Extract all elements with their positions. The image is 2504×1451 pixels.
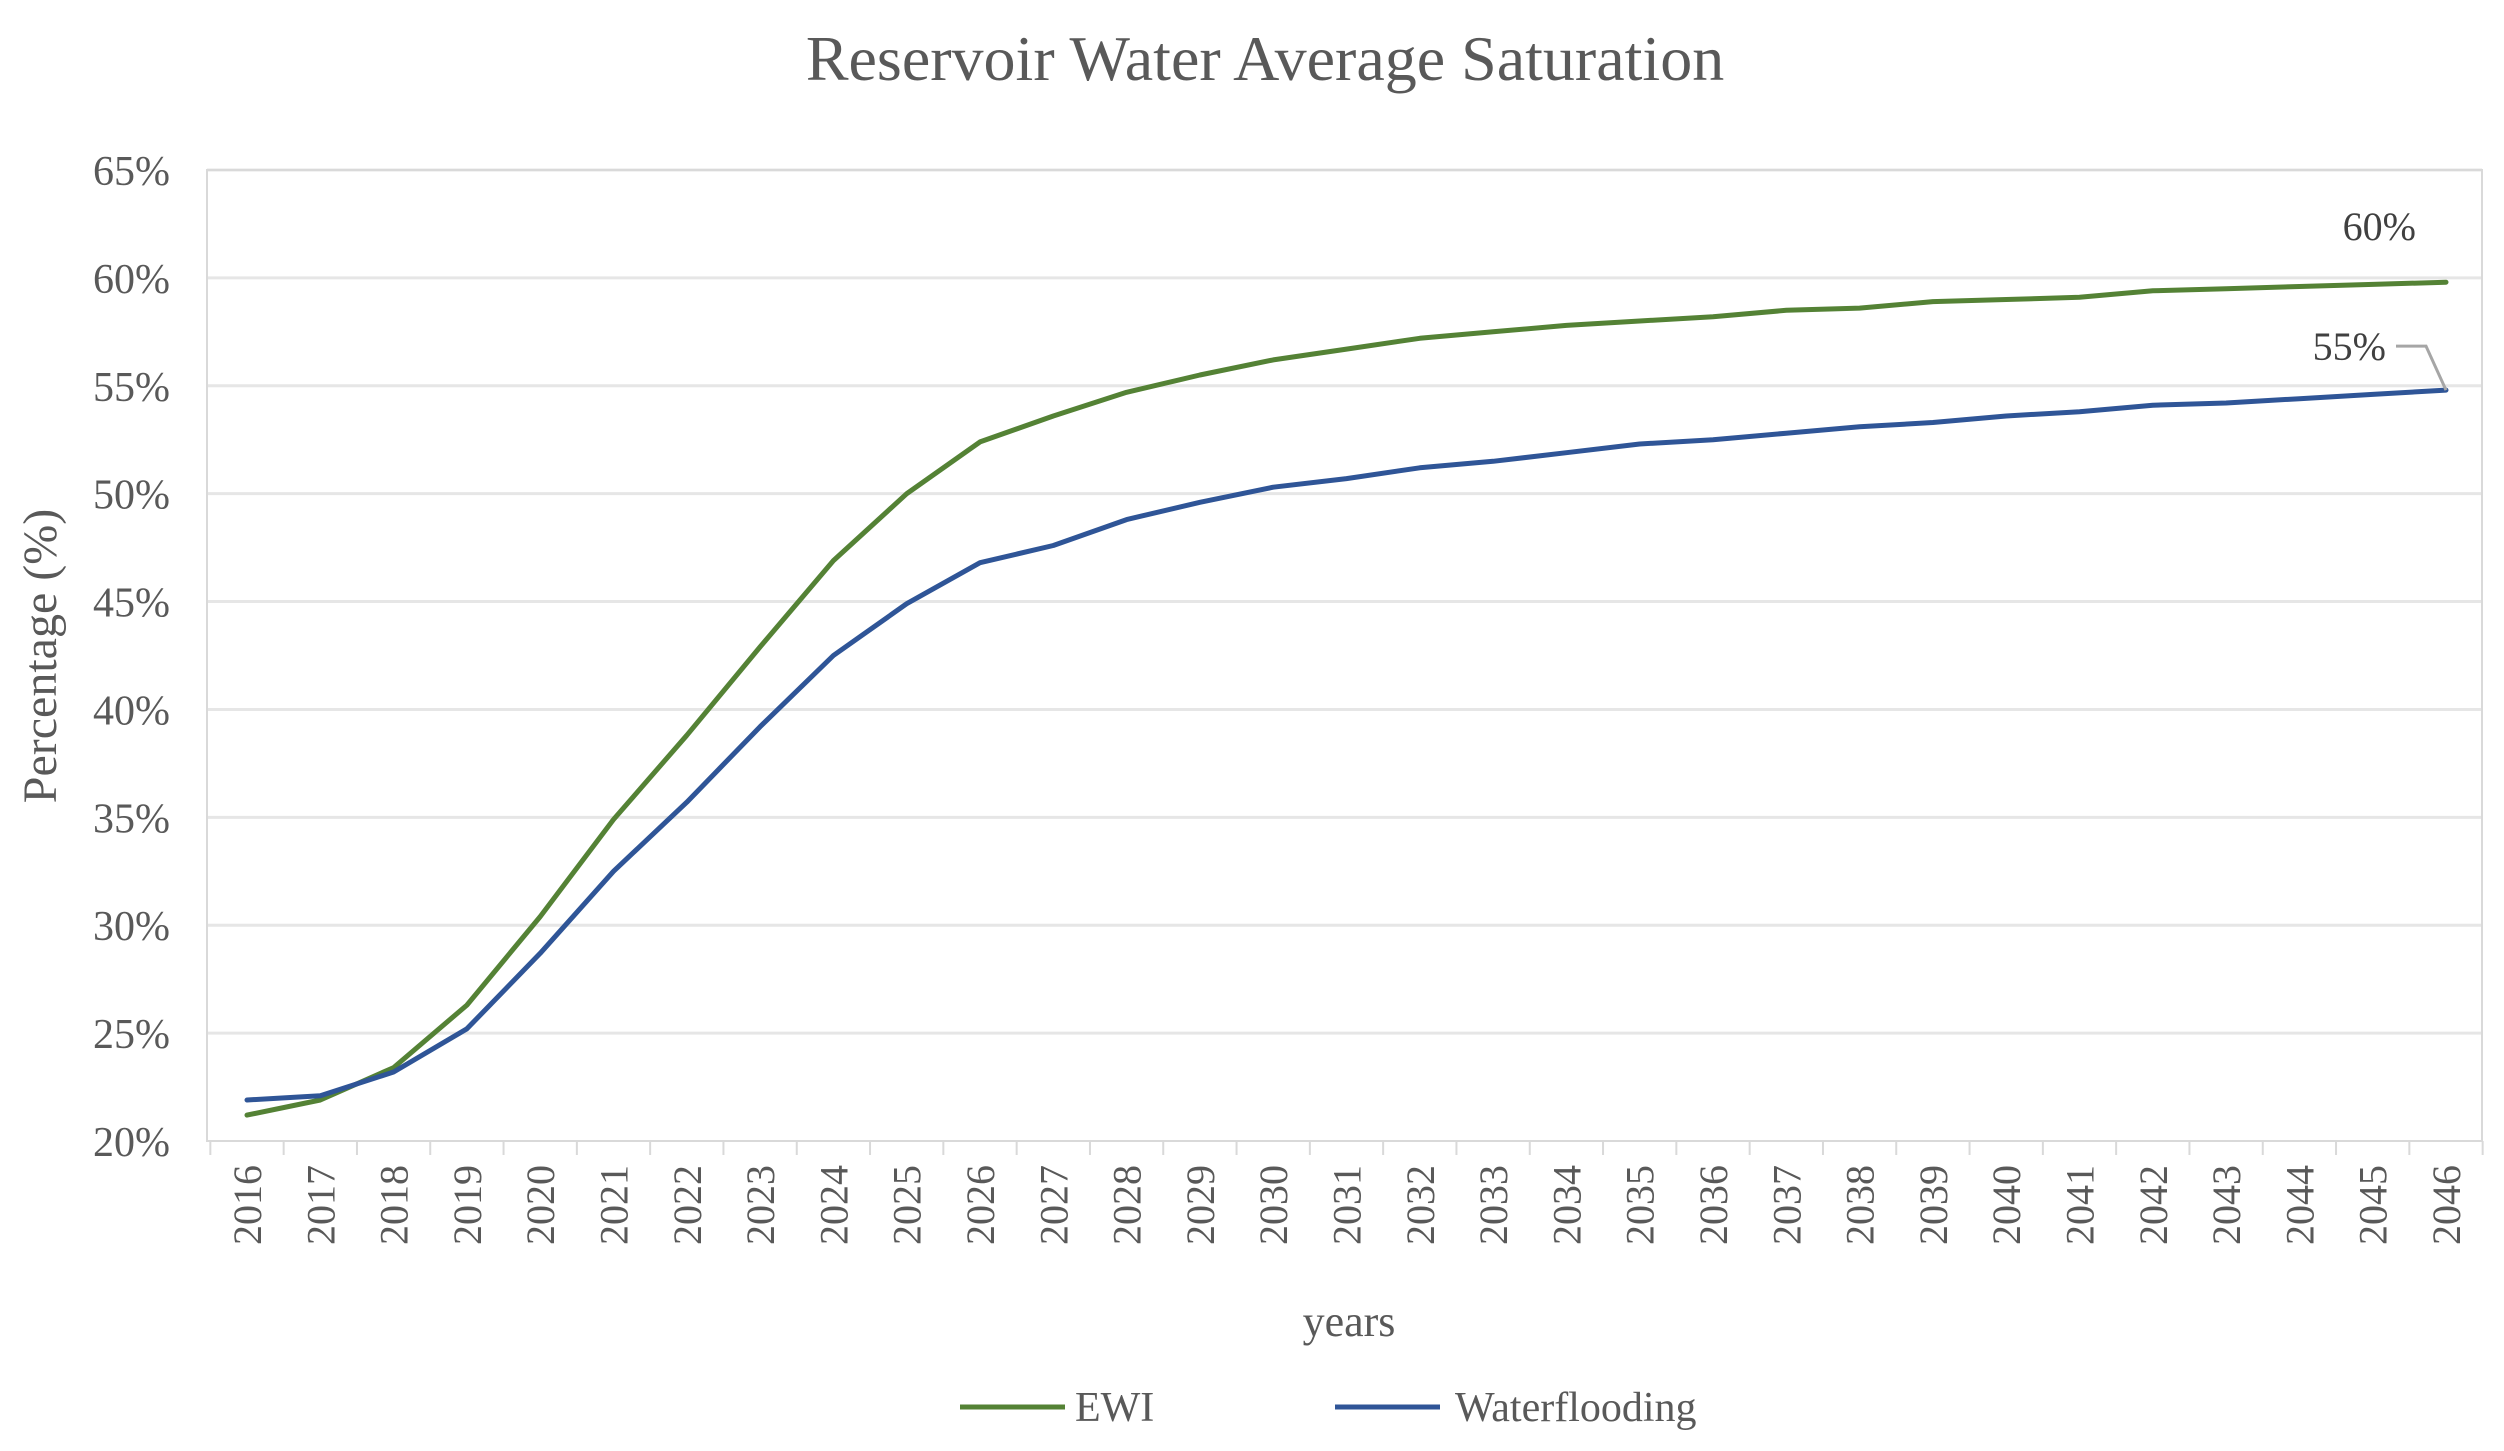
series-lines — [244, 279, 2449, 1118]
y-tick-label: 45% — [93, 581, 170, 627]
x-tick-label: 2045 — [2351, 1165, 2396, 1245]
x-tick-label: 2031 — [1325, 1165, 1370, 1245]
x-tick-label: 2040 — [1984, 1165, 2029, 1245]
x-tick-label: 2032 — [1398, 1165, 1443, 1245]
y-tick-label: 40% — [93, 688, 170, 734]
x-tick-label: 2028 — [1105, 1165, 1150, 1245]
x-tick-label: 2034 — [1544, 1165, 1589, 1245]
y-tick-label: 20% — [93, 1120, 170, 1166]
y-tick-label: 55% — [93, 365, 170, 411]
x-tick-label: 2043 — [2204, 1165, 2249, 1245]
y-tick-label: 35% — [93, 796, 170, 842]
x-tick-label: 2025 — [885, 1165, 930, 1245]
x-tick-label: 2046 — [2424, 1165, 2469, 1245]
y-tick-label: 30% — [93, 904, 170, 950]
annotation-waterflooding: 55% — [2313, 324, 2386, 369]
y-tick-label: 50% — [93, 473, 170, 519]
y-axis-label: Percentage (%) — [14, 509, 67, 804]
x-tick-label: 2044 — [2277, 1165, 2322, 1245]
annotation-leader-line — [2396, 344, 2448, 391]
x-tick-label: 2020 — [518, 1165, 563, 1245]
x-tick-label: 2041 — [2058, 1165, 2103, 1245]
x-tick-labels: 2016 2017 2018 2019 2020 2021 2022 2023 2024 2025… — [225, 1165, 2469, 1245]
x-tick-marks — [207, 1140, 2484, 1155]
x-tick-label: 2038 — [1838, 1165, 1883, 1245]
x-tick-label: 2017 — [298, 1165, 343, 1245]
x-axis-label: years — [1303, 1297, 1396, 1346]
x-tick-label: 2037 — [1764, 1165, 1809, 1245]
data-annotations: 60% 55% — [2313, 204, 2448, 391]
x-tick-label: 2023 — [738, 1165, 783, 1245]
annotation-ewi: 60% — [2343, 204, 2416, 249]
series-line-waterflooding — [244, 387, 2449, 1103]
legend: EWI Waterflooding — [960, 1385, 1697, 1431]
x-tick-label: 2026 — [958, 1165, 1003, 1245]
x-tick-label: 2039 — [1911, 1165, 1956, 1245]
x-tick-label: 2042 — [2131, 1165, 2176, 1245]
legend-label-ewi: EWI — [1075, 1385, 1154, 1431]
series-line-ewi — [244, 279, 2449, 1118]
y-tick-labels: 20% 25% 30% 35% 40% 45% 50% 55% 60% 65% — [93, 149, 170, 1166]
y-tick-label: 25% — [93, 1012, 170, 1058]
x-tick-label: 2030 — [1251, 1165, 1296, 1245]
legend-label-waterflooding: Waterflooding — [1455, 1385, 1697, 1431]
x-tick-label: 2021 — [592, 1165, 637, 1245]
x-tick-label: 2029 — [1178, 1165, 1223, 1245]
chart-title: Reservoir Water Average Saturation — [806, 23, 1724, 94]
y-tick-label: 65% — [93, 149, 170, 195]
x-tick-label: 2016 — [225, 1165, 270, 1245]
x-tick-label: 2018 — [372, 1165, 417, 1245]
x-tick-label: 2035 — [1618, 1165, 1663, 1245]
x-tick-label: 2033 — [1471, 1165, 1516, 1245]
x-tick-label: 2027 — [1031, 1165, 1076, 1245]
x-tick-label: 2022 — [665, 1165, 710, 1245]
x-tick-label: 2036 — [1691, 1165, 1736, 1245]
x-tick-label: 2024 — [811, 1165, 856, 1245]
x-tick-label: 2019 — [445, 1165, 490, 1245]
y-tick-label: 60% — [93, 257, 170, 303]
